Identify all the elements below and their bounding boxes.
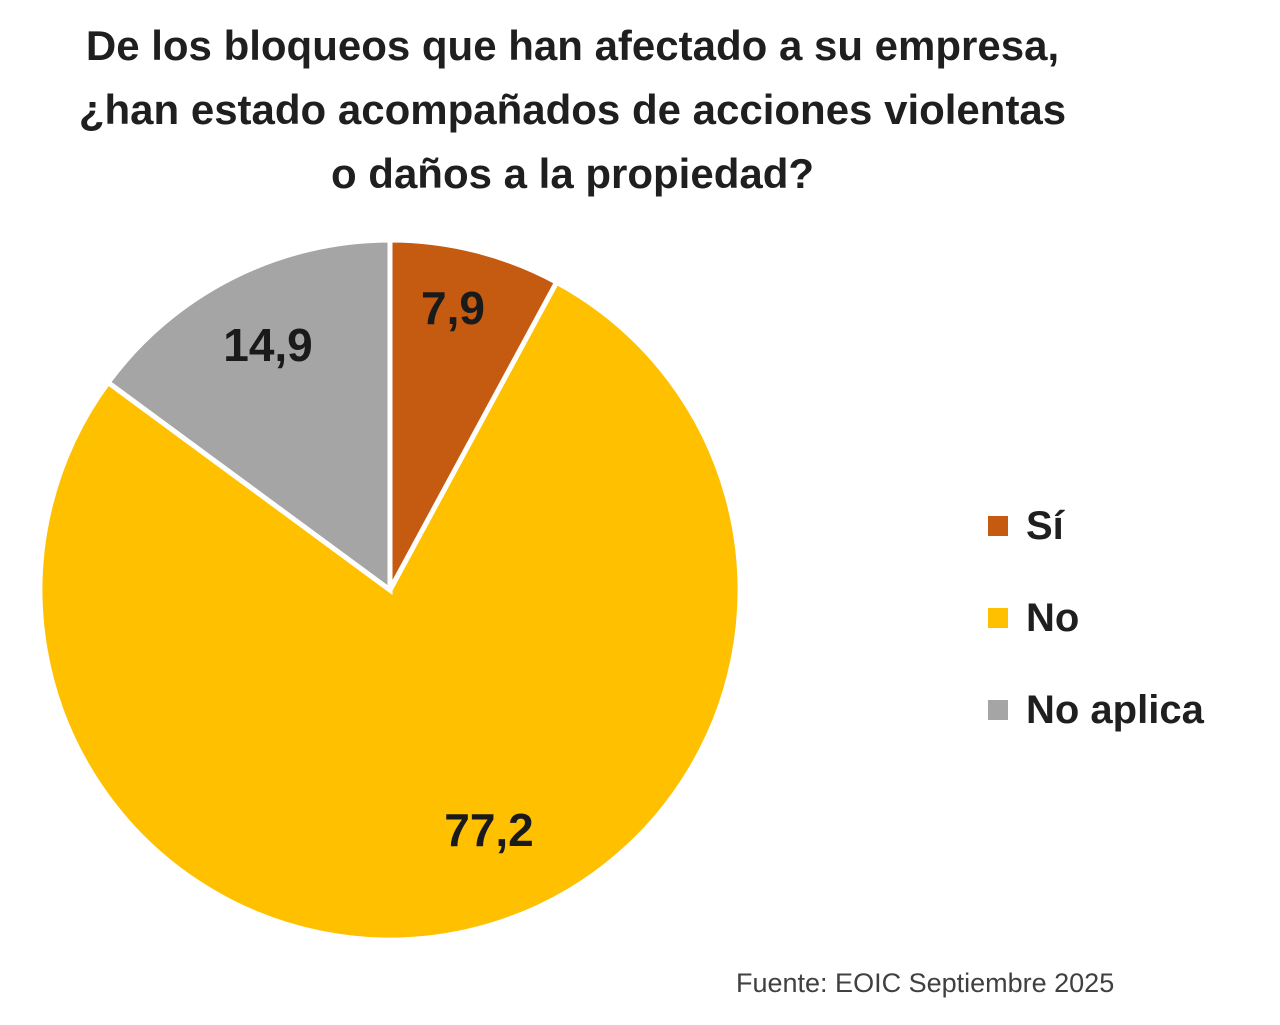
legend-swatch — [988, 608, 1008, 628]
pie-chart: 7,9 77,2 14,9 — [37, 237, 743, 943]
chart-title: De los bloqueos que han afectado a su em… — [0, 14, 1145, 206]
title-line: De los bloqueos que han afectado a su em… — [85, 22, 1060, 69]
title-line: ¿han estado acompañados de acciones viol… — [78, 86, 1067, 133]
source-note: Fuente: EOIC Septiembre 2025 — [736, 968, 1115, 998]
legend-label: Sí — [1026, 503, 1064, 548]
legend-item-si: Sí — [988, 480, 1204, 572]
legend-label: No aplica — [1026, 687, 1204, 732]
data-label: 14,9 — [223, 319, 313, 371]
pie-slice-si — [387, 237, 561, 592]
legend-label: No — [1026, 595, 1080, 640]
data-label: 77,2 — [444, 804, 534, 856]
legend-item-no-aplica: No aplica — [988, 664, 1204, 756]
legend-item-no: No — [988, 572, 1204, 664]
legend: Sí No No aplica — [988, 480, 1204, 756]
title-line: o daños a la propiedad? — [330, 150, 815, 197]
legend-swatch — [988, 516, 1008, 536]
legend-swatch — [988, 700, 1008, 720]
data-label: 7,9 — [421, 282, 485, 334]
pie-slice-no-aplica — [104, 237, 393, 595]
pie-slice-no — [37, 278, 743, 943]
